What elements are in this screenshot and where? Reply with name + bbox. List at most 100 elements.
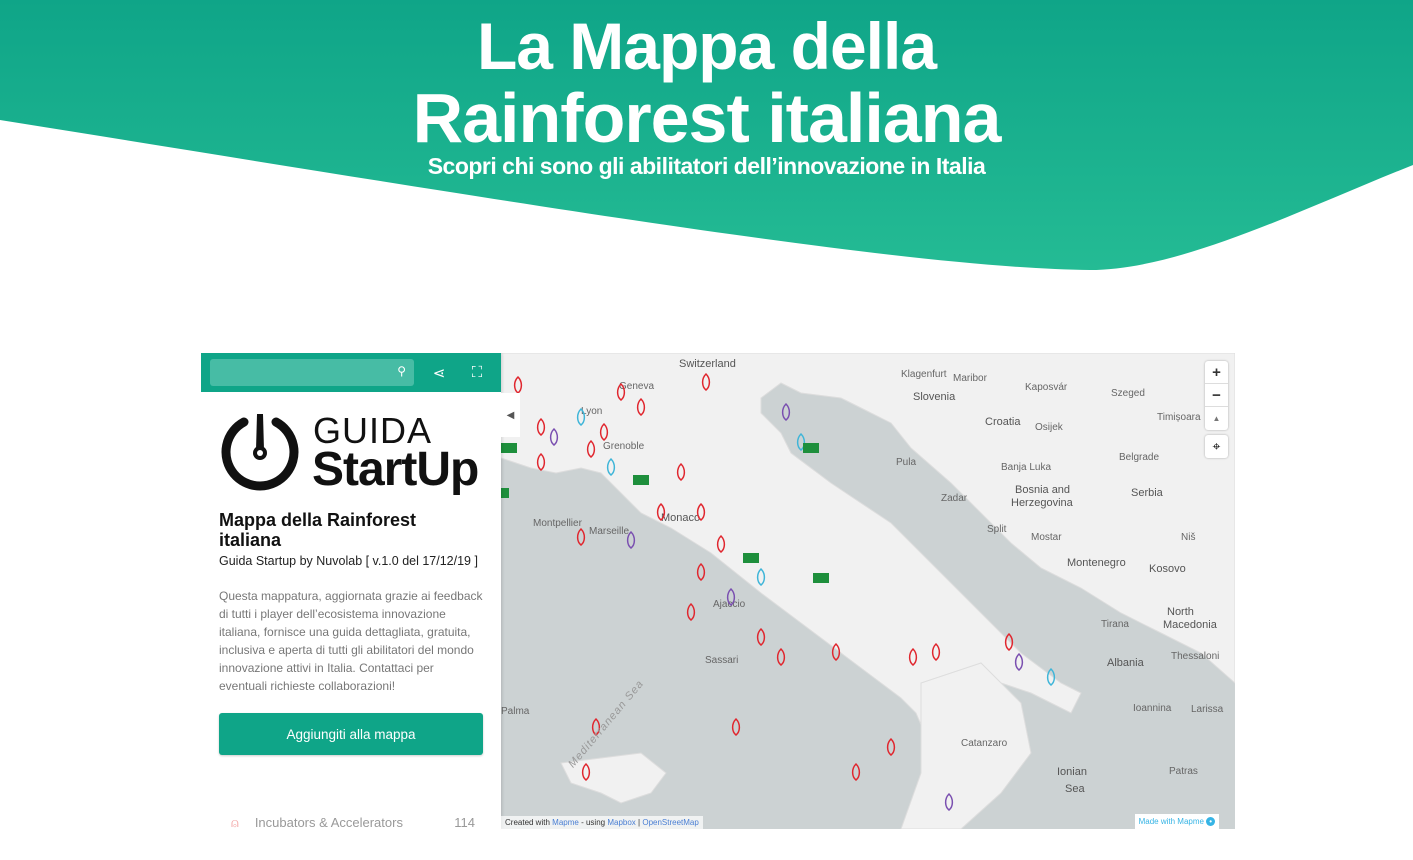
guida-startup-logo: GUIDA StartUp	[219, 410, 501, 496]
community-marker[interactable]	[606, 457, 616, 476]
incubator-marker[interactable]	[831, 642, 841, 661]
incubator-marker[interactable]	[908, 647, 918, 666]
incubator-marker[interactable]	[676, 462, 686, 481]
map-label: Klagenfurt	[901, 369, 947, 380]
share-icon[interactable]: ⋖	[432, 364, 446, 382]
community-marker[interactable]	[576, 407, 586, 426]
coworking-marker[interactable]	[1014, 652, 1024, 671]
investor-marker[interactable]	[501, 443, 517, 453]
incubator-marker[interactable]	[701, 372, 711, 391]
map-label: Niš	[1181, 532, 1196, 543]
community-marker[interactable]	[1046, 667, 1056, 686]
incubator-marker[interactable]	[656, 502, 666, 521]
community-marker[interactable]	[796, 432, 806, 451]
incubator-marker[interactable]	[536, 417, 546, 436]
map-label: Ajaccio	[713, 599, 746, 610]
search-icon[interactable]: ⚲	[397, 364, 406, 378]
incubator-marker[interactable]	[851, 762, 861, 781]
incubator-marker[interactable]	[886, 737, 896, 756]
map-label: Banja Luka	[1001, 462, 1052, 473]
community-marker[interactable]	[756, 567, 766, 586]
geolocate-button[interactable]: ⌖	[1205, 435, 1228, 458]
coworking-marker[interactable]	[944, 792, 954, 811]
map-label: Switzerland	[679, 358, 736, 370]
map-navigation-controls: + − ▲	[1205, 361, 1228, 430]
incubator-marker[interactable]	[536, 452, 546, 471]
map-label: Pula	[896, 457, 917, 468]
incubator-marker[interactable]	[931, 642, 941, 661]
map-label: Kaposvár	[1025, 382, 1068, 393]
search-input[interactable]: ⚲	[210, 359, 414, 386]
map-label: Sea	[1065, 783, 1085, 795]
incubator-marker[interactable]	[616, 382, 626, 401]
map-description: Questa mappatura, aggiornata grazie ai f…	[219, 589, 483, 693]
investor-marker[interactable]	[633, 475, 649, 485]
map-widget: Switzerland Geneva Lyon Grenoble Montpellier…	[201, 353, 1235, 829]
incubator-marker[interactable]	[1004, 632, 1014, 651]
map-label: Sassari	[705, 655, 739, 666]
incubator-marker[interactable]	[716, 534, 726, 553]
power-gauge-icon	[221, 414, 299, 491]
map-label: Larissa	[1191, 704, 1224, 715]
mapme-link[interactable]: Mapme	[552, 818, 579, 827]
investor-marker[interactable]	[493, 488, 509, 498]
hero-banner: La Mappa della Rainforest italiana Scopr…	[0, 0, 1413, 280]
rocket-icon: ⍝	[231, 815, 239, 829]
coworking-marker[interactable]	[549, 427, 559, 446]
map-label: Tirana	[1101, 619, 1129, 630]
map-label: Maribor	[953, 373, 987, 384]
map-label: Belgrade	[1119, 452, 1160, 463]
incubator-marker[interactable]	[686, 602, 696, 621]
incubator-marker[interactable]	[636, 397, 646, 416]
collapse-sidebar-button[interactable]: ◀	[501, 393, 520, 437]
made-with-mapme-link[interactable]: Made with Mapme •	[1134, 814, 1219, 829]
map-label: Marseille	[589, 526, 630, 537]
map-label: Bosnia and	[1015, 484, 1071, 496]
incubator-marker[interactable]	[591, 717, 601, 736]
category-item-incubators[interactable]: ⍝ Incubators & Accelerators 114	[231, 815, 475, 829]
incubator-marker[interactable]	[756, 627, 766, 646]
zoom-in-button[interactable]: +	[1205, 361, 1228, 384]
caret-left-icon: ◀	[506, 409, 515, 421]
map-byline: Guida Startup by Nuvolab [ v.1.0 del 17/…	[219, 554, 478, 568]
sidebar: ⚲ ⋖ ⛶ GUIDA StartUp Mappa della Rainfore…	[201, 353, 501, 829]
map-label: Serbia	[1131, 487, 1163, 499]
incubator-marker[interactable]	[731, 717, 741, 736]
mapbox-link[interactable]: Mapbox	[607, 818, 636, 827]
zoom-out-button[interactable]: −	[1205, 384, 1228, 407]
hero-subtitle: Scopri chi sono gli abilitatori dell’inn…	[427, 153, 986, 179]
investor-marker[interactable]	[803, 443, 819, 453]
incubator-marker[interactable]	[586, 439, 596, 458]
compass-button[interactable]: ▲	[1212, 414, 1221, 423]
made-with-label: Made with Mapme	[1138, 817, 1204, 826]
coworking-marker[interactable]	[626, 530, 636, 549]
map-label: Ionian	[1057, 766, 1087, 778]
incubator-marker[interactable]	[576, 527, 586, 546]
hero-title-line1: La Mappa della	[476, 9, 937, 83]
coworking-marker[interactable]	[781, 402, 791, 421]
map-label: Timișoara	[1157, 412, 1201, 423]
map-label: Albania	[1107, 657, 1144, 669]
incubator-marker[interactable]	[599, 422, 609, 441]
incubator-marker[interactable]	[776, 647, 786, 666]
incubator-marker[interactable]	[513, 375, 523, 394]
investor-marker[interactable]	[743, 553, 759, 563]
map-label: Patras	[1169, 766, 1198, 777]
mapme-logo-icon: •	[1206, 817, 1215, 826]
coworking-marker[interactable]	[726, 587, 736, 606]
map-attribution: Created with Mapme - using Mapbox | Open…	[501, 816, 703, 829]
investor-marker[interactable]	[813, 573, 829, 583]
map-label: Mostar	[1031, 532, 1062, 543]
logo-text-guida: GUIDA	[313, 410, 433, 451]
incubator-marker[interactable]	[581, 762, 591, 781]
map-label: Lyon	[581, 406, 603, 417]
map-label: Montenegro	[1067, 557, 1126, 569]
incubator-marker[interactable]	[696, 502, 706, 521]
osm-link[interactable]: OpenStreetMap	[642, 818, 699, 827]
map-label: Macedonia	[1163, 619, 1217, 631]
map-label: Thessaloni	[1171, 651, 1220, 662]
map-label: Geneva	[619, 381, 655, 392]
fullscreen-icon[interactable]: ⛶	[471, 364, 483, 381]
add-to-map-button[interactable]: Aggiungiti alla mappa	[219, 713, 483, 755]
incubator-marker[interactable]	[696, 562, 706, 581]
